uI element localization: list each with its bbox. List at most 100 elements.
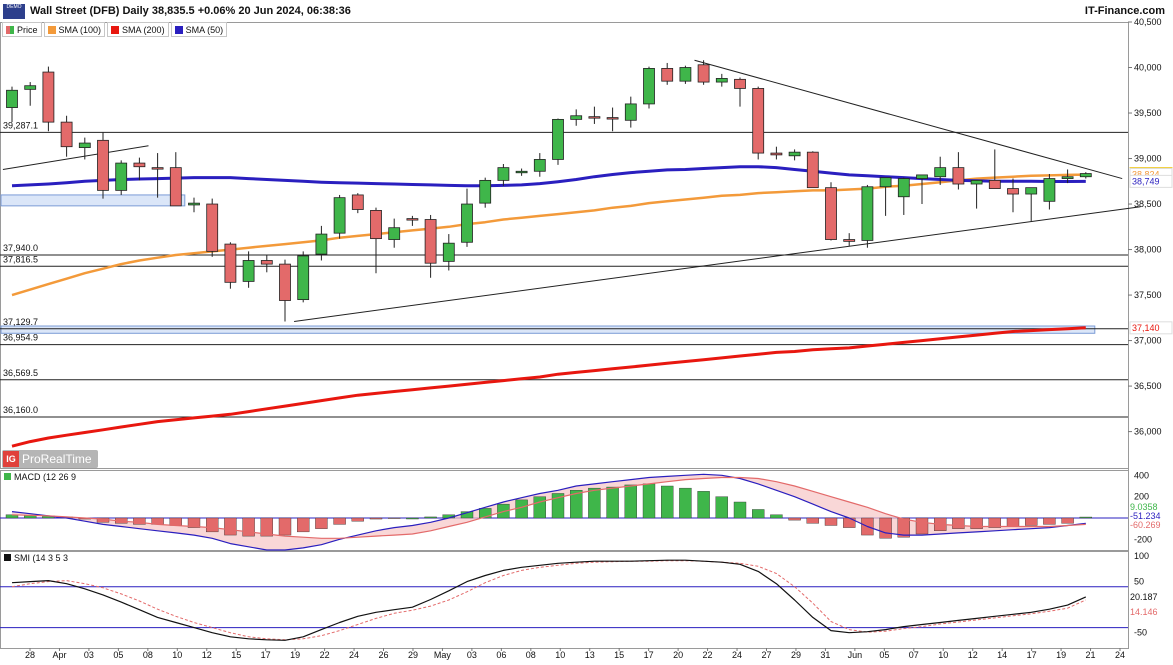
x-tick-label: 27 [761, 650, 771, 660]
x-tick-label: 19 [1056, 650, 1066, 660]
x-tick-label: 24 [349, 650, 359, 660]
macd-bar [588, 487, 601, 519]
support-zone [0, 325, 1096, 334]
candle-body [1079, 173, 1092, 178]
candle-body [242, 260, 255, 282]
candle-body [533, 159, 546, 172]
x-tick-label: Jun [848, 650, 863, 660]
candle-body [206, 203, 219, 252]
candle-body [861, 186, 874, 241]
last-value-label: 37,140 [1132, 323, 1160, 333]
legend-label: Price [17, 24, 38, 35]
macd-bar [1043, 517, 1056, 525]
smi-label: SMI (14 3 5 3 [4, 553, 68, 563]
panel-frame-smi [0, 551, 1129, 649]
x-tick-label: 12 [202, 650, 212, 660]
candle-body [42, 71, 55, 123]
macd-value-label: -51.234 [1130, 511, 1161, 521]
legend-price[interactable]: Price [2, 22, 42, 37]
macd-bar [369, 517, 383, 520]
logo-icon: DEMO [3, 4, 25, 19]
legend-sma50[interactable]: SMA (50) [170, 22, 228, 37]
x-tick-label: 12 [968, 650, 978, 660]
macd-bar [570, 490, 583, 519]
candle-body [806, 151, 819, 189]
x-tick-label: 21 [1086, 650, 1096, 660]
macd-bar [533, 496, 546, 519]
candle-body [388, 227, 401, 240]
macd-bar [952, 517, 965, 529]
macd-bar [479, 508, 492, 519]
panel-frame-macd [0, 470, 1129, 551]
macd-tick-label: 400 [1134, 470, 1149, 480]
sma200-line [11, 326, 1086, 448]
x-tick-label: 19 [290, 650, 300, 660]
smi-signal-line [11, 560, 1087, 641]
x-tick-label: 05 [879, 650, 889, 660]
x-tick-label: 06 [496, 650, 506, 660]
candle-body [970, 179, 983, 185]
y-tick-label: 36,000 [1134, 427, 1162, 437]
macd-bar [278, 517, 292, 536]
smi-title: SMI (14 3 5 3 [14, 553, 69, 563]
smi-tick-label: -50 [1134, 628, 1147, 638]
trendline [2, 145, 149, 170]
macd-bar [315, 517, 328, 529]
macd-bar [679, 487, 692, 519]
last-value-label: 38,749 [1132, 176, 1160, 186]
macd-bar [205, 517, 219, 533]
candle-body [461, 203, 473, 243]
macd-bar [260, 517, 273, 537]
x-tick-label: 26 [379, 650, 389, 660]
macd-bar [351, 517, 364, 522]
candle-body [479, 179, 492, 204]
y-tick-label: 36,500 [1134, 381, 1162, 391]
candle-body [1061, 176, 1074, 179]
macd-bar [897, 517, 910, 538]
macd-bar [624, 484, 637, 519]
x-tick-label: 05 [113, 650, 123, 660]
price-level-label: 36,569.5 [3, 368, 38, 378]
last-value-box [1129, 321, 1173, 335]
macd-bar [733, 501, 747, 519]
candle-body [442, 242, 455, 262]
candle-body [952, 167, 965, 185]
candle-body [988, 179, 1001, 189]
candle-body [260, 260, 273, 265]
price-level-label: 36,160.0 [3, 405, 38, 415]
smi-tick-label: 50 [1134, 577, 1144, 587]
candle-body [661, 68, 674, 82]
smi-value-label: 14.146 [1130, 607, 1158, 617]
macd-value-label: -60.269 [1130, 520, 1161, 530]
macd-bar [133, 517, 146, 525]
x-tick-label: 15 [231, 650, 241, 660]
x-tick-label: 22 [320, 650, 330, 660]
macd-bar [752, 509, 765, 519]
sma100-swatch-icon [47, 25, 56, 34]
x-tick-label: 29 [408, 650, 418, 660]
candle-body [879, 177, 892, 188]
macd-bar [606, 486, 619, 519]
legend-sma100[interactable]: SMA (100) [43, 22, 106, 37]
candle-body [552, 118, 564, 160]
macd-bar [424, 516, 437, 519]
macd-bar [915, 517, 929, 535]
price-level-label: 39,287.1 [3, 120, 38, 130]
price-level-label: 37,940.0 [3, 243, 38, 253]
candle-body [406, 218, 419, 221]
candle-body [679, 67, 692, 82]
candle-body [624, 103, 637, 121]
candle-body [169, 167, 182, 207]
macd-signal-line [11, 476, 1086, 539]
x-tick-label: 10 [938, 650, 948, 660]
smi-tick-label: 100 [1134, 551, 1149, 561]
chart-title: Wall Street (DFB) Daily 38,835.5 +0.06% … [30, 5, 351, 17]
x-tick-label: 15 [614, 650, 624, 660]
x-tick-label: 17 [1027, 650, 1037, 660]
y-tick-label: 40,500 [1134, 17, 1162, 27]
candle-body [734, 78, 746, 89]
x-tick-label: 03 [84, 650, 94, 660]
x-tick-label: 17 [644, 650, 654, 660]
legend-sma200[interactable]: SMA (200) [107, 22, 169, 37]
